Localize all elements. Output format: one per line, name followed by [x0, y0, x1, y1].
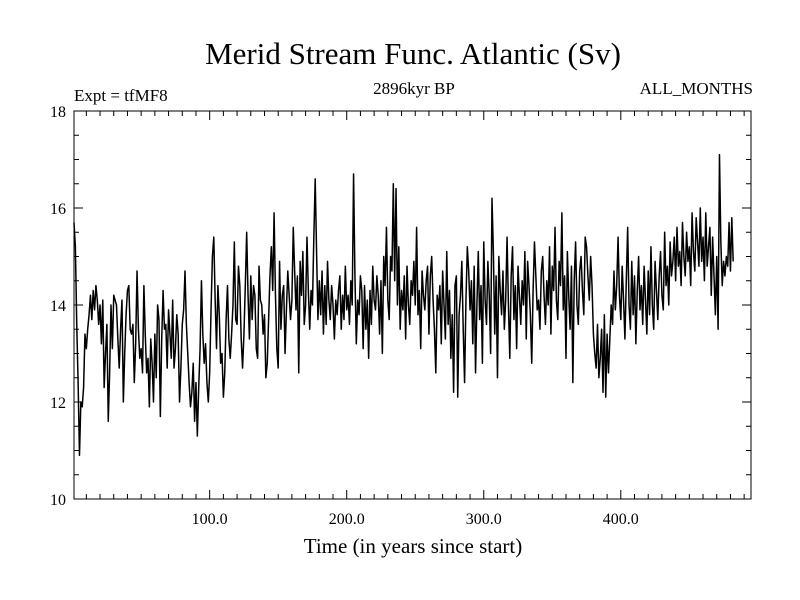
x-tick-label: 300.0 [466, 511, 502, 528]
y-tick-label: 12 [50, 395, 66, 412]
period-label: 2896kyr BP [373, 79, 455, 98]
chart-title: Merid Stream Func. Atlantic (Sv) [205, 36, 621, 71]
x-axis-label: Time (in years since start) [304, 534, 523, 558]
months-label: ALL_MONTHS [640, 79, 753, 98]
y-tick-label: 18 [50, 104, 66, 121]
axis-tick-labels: 100.0 200.0 300.0 400.0 10 12 14 16 18 [50, 104, 639, 528]
y-tick-label: 10 [50, 492, 66, 509]
x-tick-label: 400.0 [603, 511, 639, 528]
series-line [73, 153, 734, 457]
x-tick-label: 100.0 [192, 511, 228, 528]
y-tick-label: 14 [50, 298, 66, 315]
x-tick-label: 200.0 [329, 511, 365, 528]
y-tick-label: 16 [50, 201, 66, 218]
experiment-label: Expt = tfMF8 [74, 86, 168, 105]
